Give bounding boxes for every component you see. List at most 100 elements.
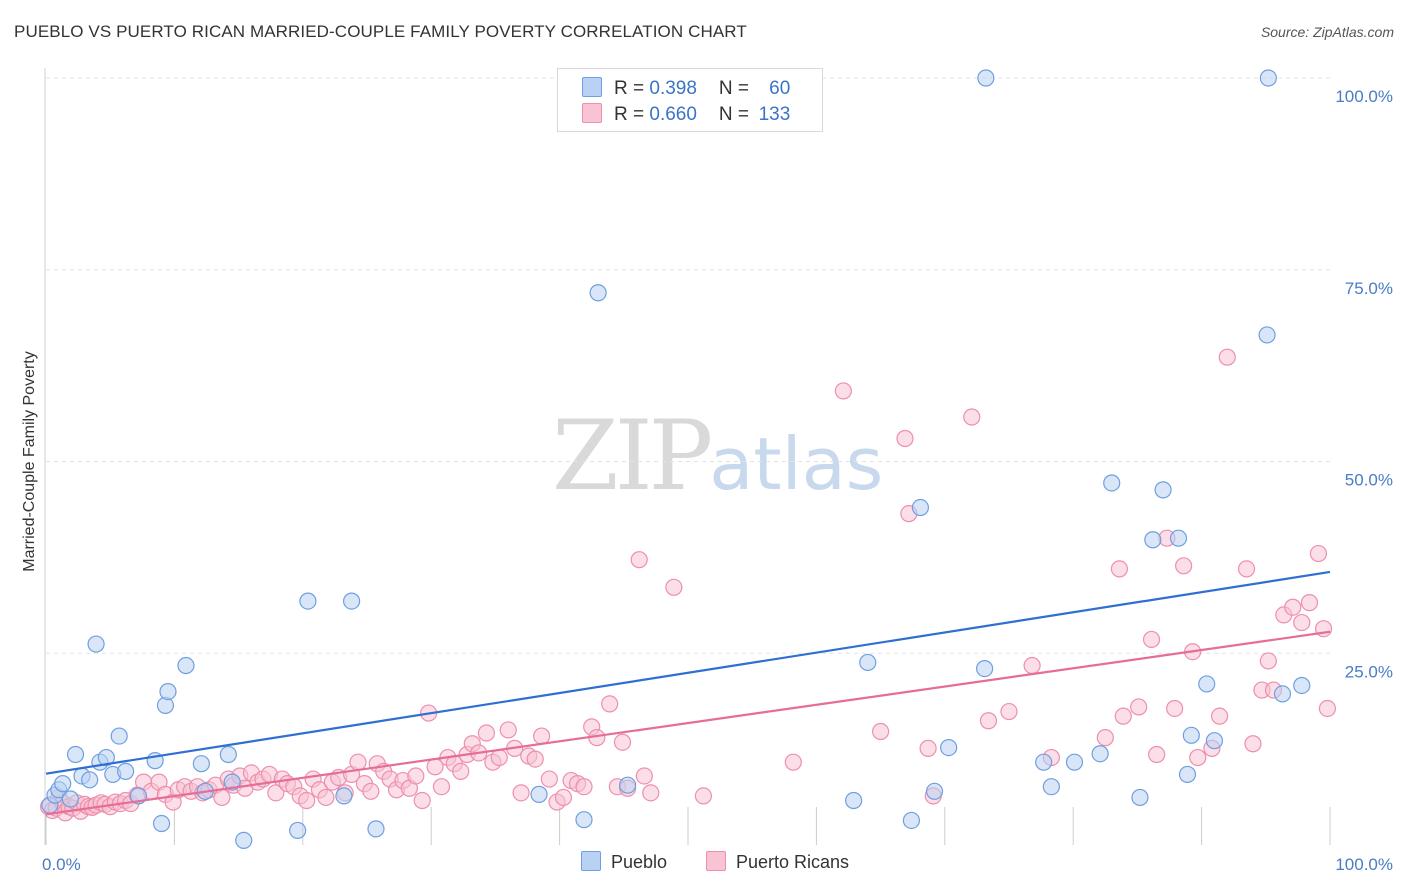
pueblo-point — [1091, 745, 1109, 763]
watermark-atlas: atlas — [709, 422, 884, 506]
pueblo-point — [1042, 778, 1060, 796]
puerto-rican-trend-line — [45, 630, 1331, 816]
puerto-rican-point — [635, 767, 653, 785]
legend-row-pueblo: R = 0.398 N = 60 — [582, 77, 790, 99]
source-credit: Source: ZipAtlas.com — [1260, 24, 1394, 40]
puerto-rican-point — [490, 748, 508, 767]
pueblo-point — [1065, 753, 1084, 771]
puerto-rican-point — [533, 727, 551, 745]
pueblo-point — [976, 659, 994, 678]
puerto-rican-point — [1293, 613, 1311, 632]
puerto-rican-point — [665, 578, 683, 596]
y-tick-label: 75.0% — [1345, 279, 1393, 298]
pueblo-point — [87, 635, 105, 653]
puerto-rican-point — [1189, 748, 1207, 767]
pueblo-point — [61, 790, 79, 808]
pueblo-point — [859, 653, 877, 672]
puerto-rican-point — [432, 778, 451, 796]
bottom-legend-puerto: Puerto Ricans — [706, 851, 849, 873]
puerto-legend-swatch — [706, 851, 726, 871]
pueblo-point — [619, 776, 637, 794]
pueblo-point — [1035, 753, 1053, 771]
puerto-rican-point — [1166, 699, 1184, 718]
pueblo-point — [342, 592, 361, 610]
pueblo-point — [845, 791, 863, 810]
puerto-rican-point — [1309, 544, 1328, 563]
puerto-rican-point — [1284, 598, 1302, 616]
puerto-r-value: 0.660 — [649, 104, 697, 125]
puerto-rican-point — [407, 767, 425, 785]
pueblo-point — [117, 762, 135, 780]
pueblo-point — [530, 785, 548, 803]
bottom-legend-pueblo: Pueblo — [581, 851, 667, 873]
legend-n-label: N = — [718, 78, 755, 99]
puerto-rican-point — [1142, 630, 1161, 649]
puerto-rican-point — [413, 791, 431, 810]
puerto-rican-point — [784, 753, 802, 771]
pueblo-point — [159, 682, 177, 701]
pueblo-legend-swatch — [581, 851, 601, 871]
puerto-rican-point — [1000, 702, 1018, 721]
pueblo-point — [54, 775, 72, 793]
y-tick-label: 25.0% — [1345, 662, 1393, 681]
puerto-rican-point — [526, 750, 544, 768]
pueblo-point — [81, 771, 99, 789]
pueblo-point — [110, 727, 128, 745]
puerto-rican-point — [1210, 707, 1229, 725]
puerto-rican-point — [317, 788, 335, 807]
pueblo-point — [152, 814, 171, 833]
pueblo-point — [1103, 474, 1121, 492]
stats-legend: R = 0.398 N = 60 R = 0.660 N = 133 — [557, 68, 823, 132]
pueblo-point — [1169, 529, 1188, 547]
pueblo-point — [1293, 676, 1311, 695]
puerto-rican-point — [349, 753, 367, 771]
y-tick-label: 100.0% — [1335, 87, 1393, 106]
pueblo-point — [911, 498, 930, 517]
puerto-rican-point — [871, 722, 890, 741]
pueblo-n-value: 60 — [769, 78, 791, 99]
puerto-rican-point — [1096, 729, 1114, 747]
puerto-rican-point — [1148, 745, 1166, 764]
puerto-rican-point — [540, 770, 558, 788]
pueblo-point — [1258, 326, 1276, 344]
puerto-rican-point — [1300, 594, 1319, 612]
chart-title: PUEBLO VS PUERTO RICAN MARRIED-COUPLE FA… — [14, 22, 747, 41]
x-tick-label: 0.0% — [42, 855, 81, 874]
pueblo-point — [589, 284, 607, 302]
pueblo-point — [1198, 675, 1216, 693]
pueblo-point — [1131, 788, 1149, 807]
pueblo-point — [1205, 732, 1224, 750]
legend-r-label: R = — [614, 104, 650, 125]
pueblo-point — [289, 821, 307, 840]
puerto-rican-point — [919, 739, 937, 757]
pueblo-point — [97, 748, 115, 767]
puerto-rican-point — [267, 784, 285, 802]
pueblo-trend-line — [45, 570, 1331, 775]
puerto-legend-label: Puerto Ricans — [736, 852, 850, 872]
pueblo-point — [1144, 531, 1162, 549]
pueblo-point — [1259, 69, 1277, 87]
pueblo-point — [902, 811, 921, 830]
puerto-rican-point — [298, 791, 316, 810]
puerto-rican-point — [554, 788, 573, 807]
puerto-rican-point — [1218, 348, 1236, 366]
puerto-rican-point — [1259, 652, 1277, 670]
puerto-rican-point — [979, 712, 998, 730]
pueblo-point — [1182, 726, 1200, 744]
pueblo-legend-label: Pueblo — [611, 852, 668, 872]
pueblo-point — [299, 592, 317, 610]
pueblo-point — [177, 656, 195, 675]
pueblo-point — [235, 831, 253, 849]
y-tick-label: 50.0% — [1345, 471, 1393, 490]
pueblo-point — [925, 782, 944, 800]
puerto-rican-point — [477, 724, 496, 742]
puerto-rican-point — [834, 382, 852, 400]
pueblo-point — [977, 69, 995, 87]
puerto-rican-point — [630, 551, 648, 569]
puerto-rican-point — [1244, 735, 1262, 753]
watermark-zip: ZIP — [552, 400, 713, 512]
puerto-rican-point — [642, 784, 660, 802]
puerto-rican-point — [512, 784, 530, 802]
pueblo-swatch — [582, 77, 602, 97]
